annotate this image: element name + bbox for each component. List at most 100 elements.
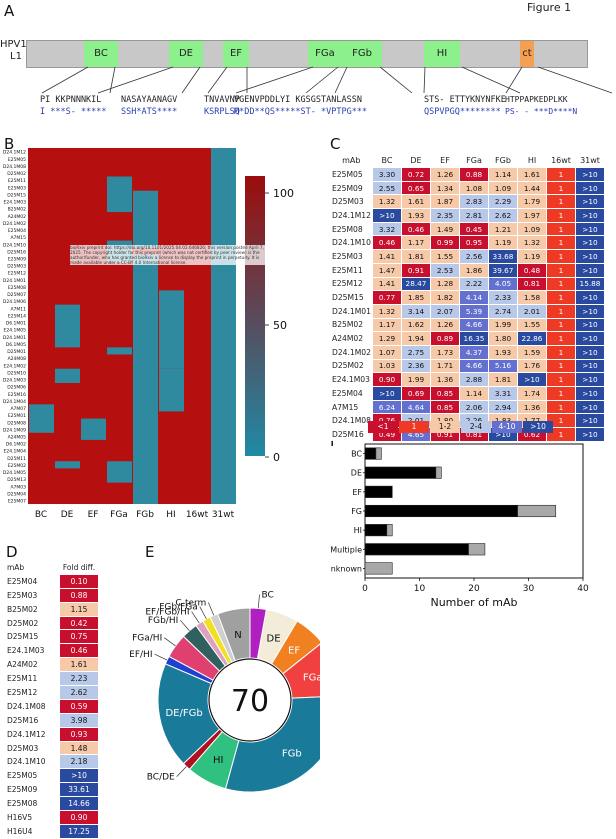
legend-swatch: >10 bbox=[523, 421, 553, 433]
value-cell: 3.31 bbox=[488, 386, 518, 401]
donut-leader-line bbox=[164, 637, 176, 647]
loop-de: DE bbox=[169, 41, 203, 67]
value-cell: 2.62 bbox=[59, 685, 99, 700]
value-cell: 1.79 bbox=[517, 194, 547, 210]
value-cell: 1.49 bbox=[430, 221, 460, 237]
table-row: E25M04 0.10 bbox=[4, 573, 99, 589]
heatmap-row-label: D25M01 bbox=[7, 349, 26, 355]
value-cell: 0.42 bbox=[59, 615, 99, 631]
row-label: E24.1M03 bbox=[4, 643, 60, 659]
table-row: D24.1M02 1.07 2.75 1.73 4.37 1.93 1.59 1 >10 bbox=[330, 344, 605, 360]
value-cell: 1.17 bbox=[372, 317, 402, 333]
category-label: FG bbox=[351, 507, 362, 516]
value-cell: 1 bbox=[546, 427, 576, 442]
value-cell: 0.89 bbox=[430, 331, 460, 346]
table-row: H16U4 17.25 bbox=[4, 823, 99, 839]
value-cell: 1.94 bbox=[401, 331, 431, 346]
value-cell: 0.88 bbox=[59, 587, 99, 603]
table-row: E24.1M03 0.90 1.99 1.36 2.88 1.81 >10 1 >10 bbox=[330, 372, 605, 387]
value-cell: 2.18 bbox=[59, 754, 99, 770]
heatmap-low-block bbox=[211, 148, 236, 504]
value-cell: 1.19 bbox=[488, 235, 518, 251]
legend-swatch: <1 bbox=[368, 421, 398, 433]
value-cell: 2.94 bbox=[488, 399, 518, 415]
heatmap-row-label: D25M04 bbox=[7, 491, 26, 497]
panel-d-table-wrap: mAb Fold diff. E25M04 0.10 E25M03 0.88 B25M02 1… bbox=[4, 560, 99, 839]
value-cell: 1.99 bbox=[401, 372, 431, 387]
heatmap-col-label: BC bbox=[35, 510, 47, 520]
value-cell: 1.93 bbox=[401, 208, 431, 223]
heatmap-low-block bbox=[29, 404, 54, 433]
value-cell: 1.09 bbox=[517, 221, 547, 237]
heatmap-row-label: B25M02 bbox=[8, 207, 27, 213]
value-cell: 4.05 bbox=[488, 276, 518, 292]
value-cell: 0.99 bbox=[430, 235, 460, 251]
row-label: E25M03 bbox=[330, 249, 373, 264]
value-cell: >10 bbox=[575, 194, 605, 210]
value-cell: >10 bbox=[575, 372, 605, 387]
heatmap-row-label: D6.1M05 bbox=[6, 342, 26, 348]
table-row: A24M02 1.61 bbox=[4, 657, 99, 673]
value-cell: 15.88 bbox=[575, 276, 605, 292]
value-cell: 1.26 bbox=[430, 167, 460, 182]
x-axis-label: Number of mAb bbox=[430, 596, 517, 609]
table-row: A24M02 1.29 1.94 0.89 16.35 1.80 22.86 1 >10 bbox=[330, 331, 605, 346]
row-label: D24.1M10 bbox=[330, 235, 373, 250]
heatmap-row-label: A7M15 bbox=[10, 235, 26, 241]
value-cell: 0.46 bbox=[59, 643, 99, 659]
legend-swatch: 2-4 bbox=[461, 421, 491, 433]
heatmap-low-block bbox=[81, 418, 106, 440]
heatmap-low-block bbox=[107, 461, 132, 483]
value-cell: 0.48 bbox=[517, 262, 547, 278]
heatmap-row-label: D24.1M12 bbox=[3, 150, 26, 156]
table-row: E25M12 1.41 28.47 1.28 2.22 4.05 0.81 1 15.88 bbox=[330, 276, 605, 292]
heatmap-row-label: D25M02 bbox=[7, 171, 26, 177]
bar bbox=[364, 485, 393, 498]
category-label: EF bbox=[352, 488, 362, 497]
col-header: DE bbox=[410, 156, 422, 165]
donut-leader-line bbox=[257, 594, 260, 609]
value-cell: 1.28 bbox=[430, 276, 460, 292]
panel-f-chart: BC DE EF FG HI Multiple Unknown 0 10 20 30 40 Number… bbox=[330, 443, 589, 609]
value-cell: 1.21 bbox=[488, 221, 518, 237]
heatmap-row-label: D25M15 bbox=[7, 192, 26, 198]
heatmap-row-label: E25M07 bbox=[8, 499, 26, 505]
value-cell: >10 bbox=[575, 167, 605, 182]
heatmap-low-block bbox=[55, 304, 80, 348]
table-row: E25M08 14.66 bbox=[4, 796, 99, 812]
value-cell: 1.99 bbox=[488, 317, 518, 333]
row-label: D24.1M01 bbox=[330, 304, 373, 319]
table-row: E25M03 0.88 bbox=[4, 587, 99, 603]
value-cell: >10 bbox=[575, 208, 605, 223]
heatmap-col-label: HI bbox=[166, 510, 175, 520]
value-cell: 1.97 bbox=[517, 208, 547, 223]
value-cell: 2.01 bbox=[517, 303, 547, 319]
value-cell: 0.65 bbox=[401, 180, 431, 196]
heatmap-col-label: 16wt bbox=[186, 510, 209, 520]
donut-outer-label: BC/DE bbox=[147, 773, 175, 783]
heatmap-col-label: DE bbox=[61, 510, 74, 520]
loop-hi: HI bbox=[424, 41, 460, 67]
table-row: B25M02 1.15 bbox=[4, 601, 99, 617]
value-cell: 0.75 bbox=[59, 629, 99, 645]
value-cell: 1.81 bbox=[401, 249, 431, 264]
value-cell: 1.58 bbox=[517, 290, 547, 305]
donut-leader-line bbox=[154, 653, 168, 661]
bar bbox=[375, 447, 382, 460]
table-row: E25M03 1.41 1.81 1.55 2.56 33.68 1.19 1 >10 bbox=[330, 249, 605, 264]
value-cell: 1.17 bbox=[401, 235, 431, 251]
row-label: E24.1M03 bbox=[330, 372, 373, 387]
row-label: D25M03 bbox=[330, 194, 373, 209]
value-cell: 1.09 bbox=[488, 180, 518, 196]
value-cell: >10 bbox=[517, 372, 547, 387]
value-cell: 1 bbox=[546, 317, 576, 333]
value-cell: 0.59 bbox=[59, 698, 99, 714]
value-cell: 1 bbox=[546, 194, 576, 210]
table-row: D25M16 3.98 bbox=[4, 712, 99, 728]
seq-ct: HTPPAPKEDPLKK bbox=[505, 95, 568, 104]
table-row: E25M09 33.61 bbox=[4, 782, 99, 798]
donut-slice-label: DE bbox=[267, 633, 281, 644]
loop-connector-lines bbox=[41, 66, 613, 94]
row-label: E25M05 bbox=[330, 167, 373, 182]
row-label: D25M16 bbox=[4, 712, 60, 728]
